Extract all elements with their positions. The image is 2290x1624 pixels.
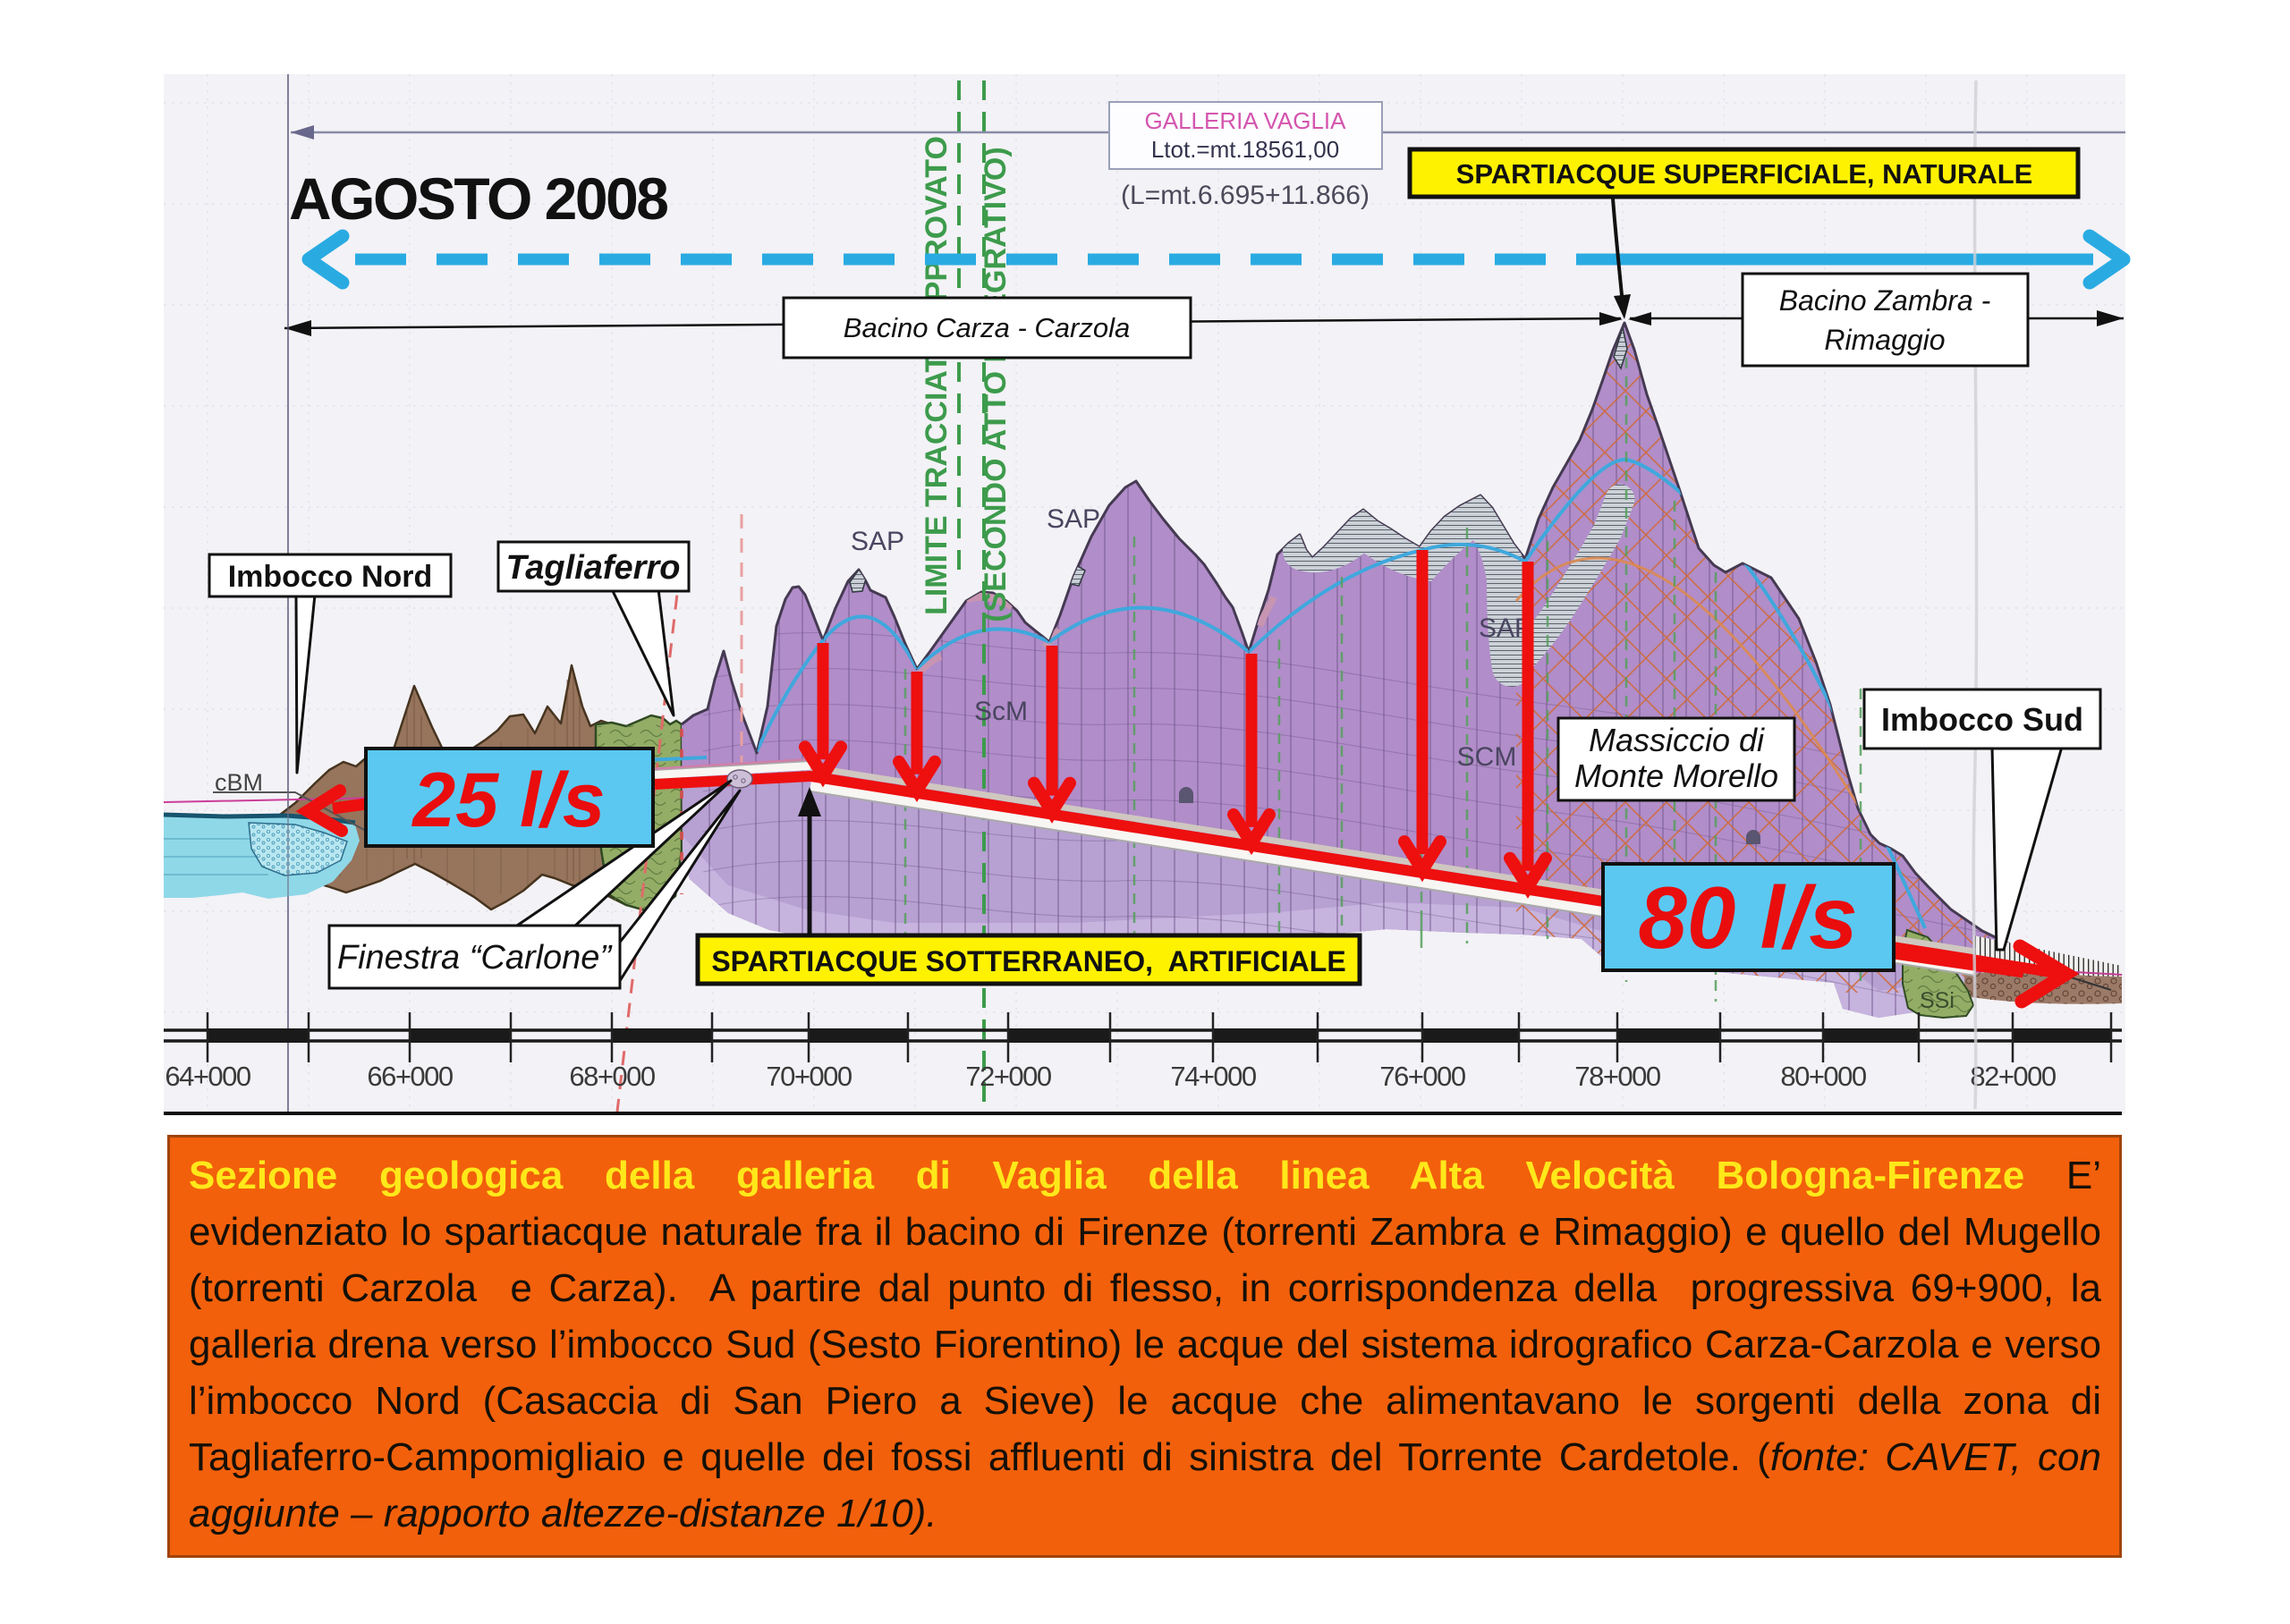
svg-text:68+000: 68+000 [569,1061,656,1092]
svg-text:Finestra “Carlone”: Finestra “Carlone” [337,939,614,977]
svg-text:Monte Morello: Monte Morello [1574,757,1778,794]
svg-text:SAP: SAP [851,527,904,556]
svg-text:76+000: 76+000 [1379,1061,1466,1092]
svg-text:(L=mt.6.695+11.866): (L=mt.6.695+11.866) [1121,181,1370,210]
svg-text:64+000: 64+000 [165,1061,251,1092]
svg-text:Imbocco Sud: Imbocco Sud [1881,701,2083,738]
svg-text:80+000: 80+000 [1780,1061,1867,1092]
svg-text:SPARTIACQUE SUPERFICIALE, NATU: SPARTIACQUE SUPERFICIALE, NATURALE [1456,158,2033,190]
svg-text:80 l/s: 80 l/s [1638,868,1857,967]
svg-text:Bacino Zambra -: Bacino Zambra - [1779,284,1991,317]
svg-text:Ltot.=mt.18561,00: Ltot.=mt.18561,00 [1151,136,1339,163]
svg-text:Tagliaferro: Tagliaferro [506,549,681,587]
svg-text:GALLERIA VAGLIA: GALLERIA VAGLIA [1145,107,1347,134]
svg-text:Rimaggio: Rimaggio [1824,324,1945,356]
svg-text:SAP: SAP [1047,504,1100,534]
svg-text:74+000: 74+000 [1170,1061,1257,1092]
svg-text:(SECONDO ATTO INTEGRATIVO): (SECONDO ATTO INTEGRATIVO) [979,147,1013,622]
svg-text:25 l/s: 25 l/s [411,757,605,843]
svg-text:82+000: 82+000 [1970,1061,2057,1092]
svg-text:Bacino Carza - Carzola: Bacino Carza - Carzola [844,312,1130,343]
svg-text:SCM: SCM [1457,742,1517,772]
svg-text:66+000: 66+000 [367,1061,454,1092]
svg-text:LIMITE TRACCIATO APPROVATO: LIMITE TRACCIATO APPROVATO [920,136,954,615]
svg-text:SSi: SSi [1920,988,1955,1013]
svg-text:70+000: 70+000 [766,1061,852,1092]
svg-text:cBM: cBM [215,769,263,796]
svg-text:78+000: 78+000 [1574,1061,1661,1092]
svg-text:SPARTIACQUE SOTTERRANEO, ARTI: SPARTIACQUE SOTTERRANEO, ARTIFICIALE [711,945,1345,977]
svg-text:AGOSTO 2008: AGOSTO 2008 [289,165,667,232]
svg-text:72+000: 72+000 [965,1061,1052,1092]
svg-text:Imbocco Nord: Imbocco Nord [228,560,433,594]
svg-text:Massiccio di: Massiccio di [1589,722,1765,758]
svg-text:ScM: ScM [974,697,1028,726]
